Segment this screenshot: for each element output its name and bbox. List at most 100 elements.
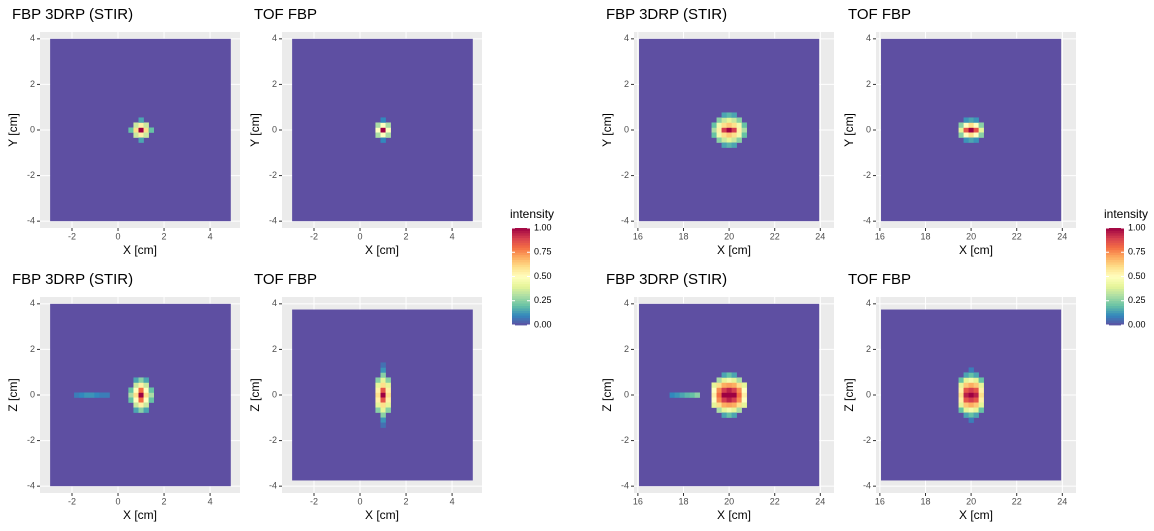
heatmap-cell <box>143 387 149 393</box>
colorbar-segment <box>1106 288 1124 292</box>
heatmap-cell <box>94 392 100 398</box>
heatmap-cell <box>84 392 90 398</box>
heatmap-cell <box>731 132 737 138</box>
heatmap-cell <box>143 377 149 383</box>
heatmap-cell <box>726 397 732 403</box>
panel-title: TOF FBP <box>848 6 911 23</box>
heatmap-cell <box>978 397 984 403</box>
colorbar-segment <box>512 283 530 287</box>
heatmap-cell <box>958 402 964 408</box>
x-tick-label: 4 <box>208 496 213 506</box>
heatmap-cell <box>978 402 984 408</box>
colorbar-segment <box>1106 252 1124 256</box>
heatmap-cell <box>143 127 149 133</box>
x-tick-label: 16 <box>633 231 643 241</box>
x-tick-label: 20 <box>966 231 976 241</box>
heatmap-cell <box>731 397 737 403</box>
heatmap-cell <box>385 377 391 383</box>
panel: -2 0 2 4 -4 -2 0 2 4 FBP 3DRP (STIR) X [cm] Y [cm] <box>6 6 240 257</box>
heatmap-cell <box>963 392 969 398</box>
heatmap-cell <box>380 362 386 368</box>
heatmap-cell <box>731 382 737 388</box>
heatmap-cell <box>138 402 144 408</box>
heatmap-cell <box>138 127 144 133</box>
y-tick-label: 4 <box>866 33 871 43</box>
heatmap-cell <box>968 137 974 143</box>
y-tick-label: 2 <box>624 79 629 89</box>
x-tick-label: 22 <box>1012 231 1022 241</box>
y-tick-label: 2 <box>624 344 629 354</box>
heatmap-cell <box>716 122 722 128</box>
panel-title: FBP 3DRP (STIR) <box>606 6 727 23</box>
heatmap-cell <box>716 407 722 413</box>
heatmap-cell <box>741 397 747 403</box>
y-tick-label: -2 <box>621 435 629 445</box>
colorbar-segment <box>1106 271 1124 275</box>
colorbar-segment <box>1106 312 1124 316</box>
y-axis-title: Z [cm] <box>248 378 262 411</box>
colorbar-segment <box>1106 228 1124 231</box>
heatmap-cell <box>736 137 742 143</box>
colorbar-segment <box>1106 269 1124 273</box>
heatmap-cell <box>711 397 717 403</box>
colorbar-segment <box>512 254 530 258</box>
y-axis-title: Z [cm] <box>6 378 20 411</box>
colorbar-segment <box>1106 261 1124 265</box>
heatmap-cell <box>963 122 969 128</box>
panel-title: FBP 3DRP (STIR) <box>12 271 133 288</box>
heatmap-cell <box>968 372 974 378</box>
y-tick-label: -2 <box>621 170 629 180</box>
x-tick-label: 4 <box>450 496 455 506</box>
heatmap-cell <box>973 372 979 378</box>
heatmap-cell <box>721 122 727 128</box>
heatmap-cell <box>689 392 695 398</box>
x-axis-title: X [cm] <box>365 508 399 522</box>
heatmap-cell <box>963 402 969 408</box>
heatmap-cell <box>148 397 154 403</box>
heatmap-cell <box>380 367 386 373</box>
heatmap-cell <box>674 392 680 398</box>
heatmap-cell <box>375 132 381 138</box>
y-tick-label: 0 <box>272 389 277 399</box>
legend-tick-label: 0.50 <box>534 271 552 281</box>
y-tick-label: 2 <box>866 344 871 354</box>
heatmap-cell <box>380 422 386 428</box>
heatmap-cell <box>736 122 742 128</box>
x-tick-label: 18 <box>920 496 930 506</box>
heatmap-cell <box>380 117 386 123</box>
legend-title: intensity <box>1104 207 1148 221</box>
heatmap-cell <box>726 407 732 413</box>
colorbar-segment <box>512 240 530 243</box>
y-tick-label: -4 <box>863 216 871 226</box>
heatmap-cell <box>721 117 727 123</box>
y-tick-label: 0 <box>866 389 871 399</box>
colorbar-segment <box>1106 232 1124 236</box>
x-tick-label: 24 <box>815 496 825 506</box>
heatmap-cell <box>958 377 964 383</box>
heatmap-cell <box>721 412 727 418</box>
x-tick-label: 2 <box>162 496 167 506</box>
x-tick-label: 18 <box>678 231 688 241</box>
heatmap-cell <box>375 397 381 403</box>
x-tick-label: 0 <box>358 231 363 241</box>
heatmap-cell <box>133 392 139 398</box>
heatmap-cell <box>385 392 391 398</box>
x-axis-title: X [cm] <box>365 243 399 257</box>
heatmap-cell <box>716 117 722 123</box>
y-tick-label: -2 <box>27 435 35 445</box>
heatmap-cell <box>973 377 979 383</box>
y-tick-label: -4 <box>621 481 629 491</box>
heatmap-cell <box>731 402 737 408</box>
legend-tick-label: 0.00 <box>1128 319 1146 329</box>
colorbar-segment <box>1106 283 1124 287</box>
heatmap-cell <box>143 382 149 388</box>
heatmap-cell <box>963 382 969 388</box>
colorbar-segment <box>512 228 530 231</box>
heatmap-cell <box>138 132 144 138</box>
heatmap-cell <box>721 112 727 118</box>
heatmap-cell <box>973 407 979 413</box>
heatmap-cell <box>736 382 742 388</box>
colorbar-segment <box>512 320 530 323</box>
y-axis-title: Y [cm] <box>842 113 856 147</box>
heatmap-cell <box>731 137 737 143</box>
